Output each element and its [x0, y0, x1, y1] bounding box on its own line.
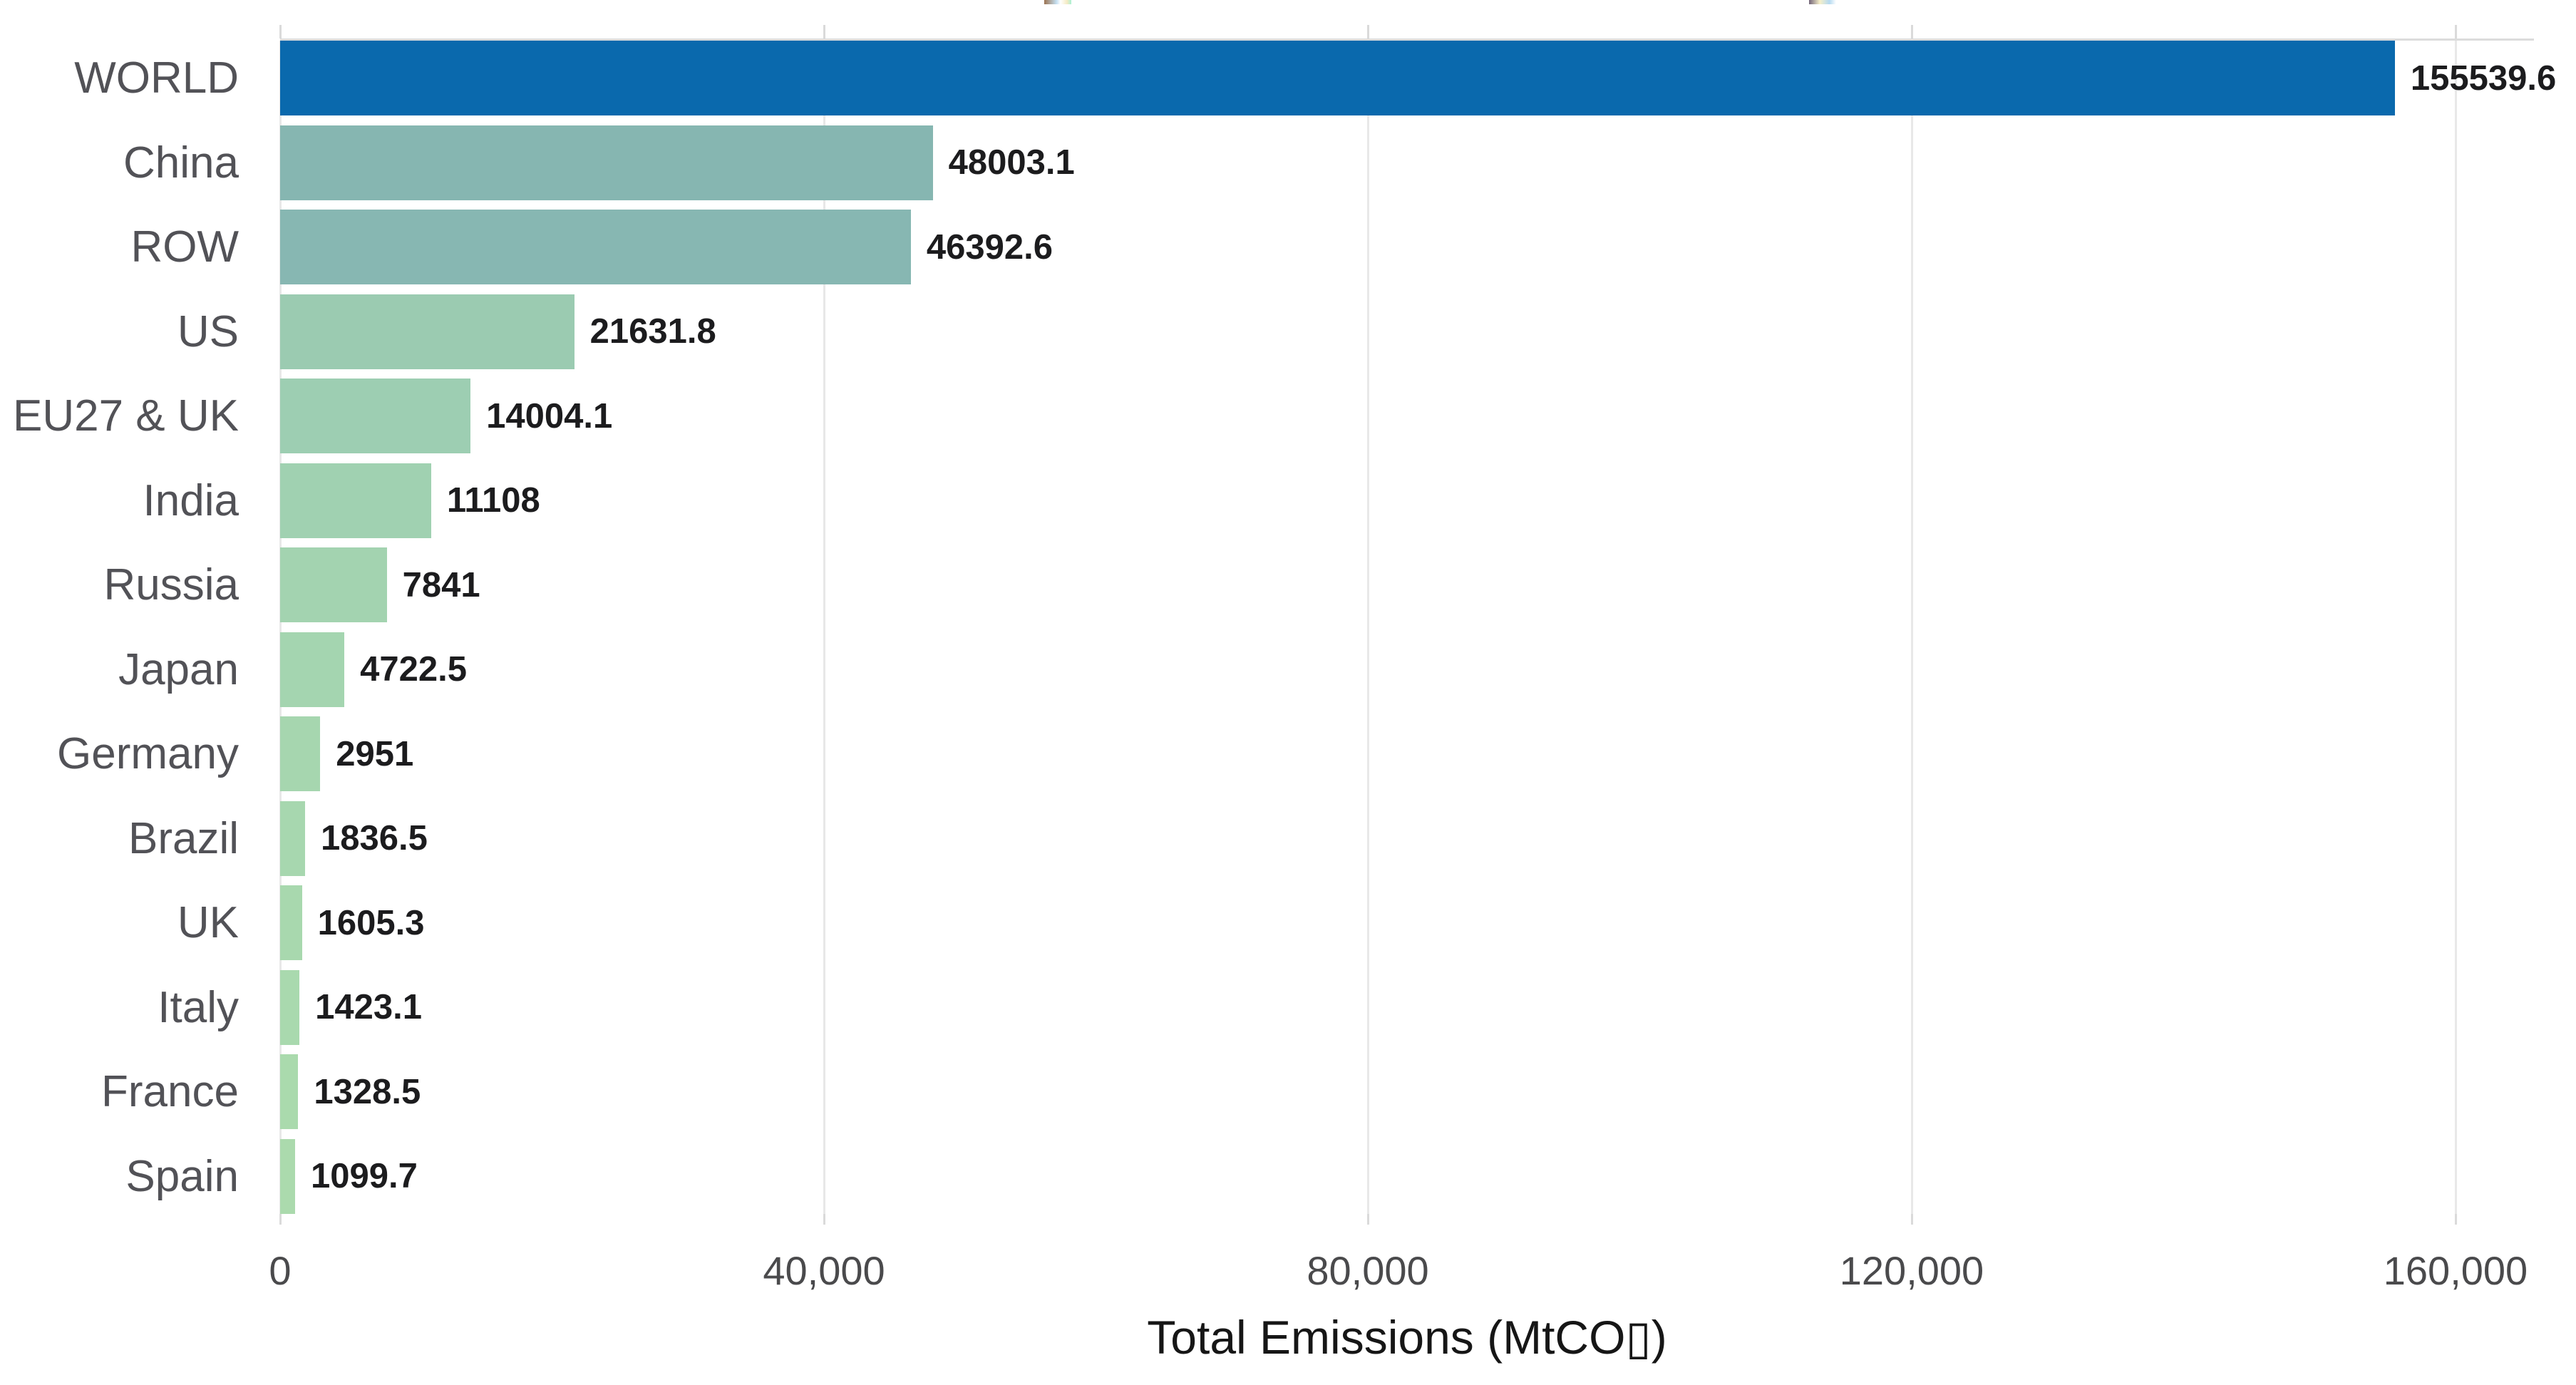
bar-spain: [280, 1138, 295, 1214]
category-label: China: [123, 138, 239, 187]
bar-germany: [280, 716, 321, 791]
clipped-title-fragment: [1044, 0, 1071, 4]
plot-area: 155539.6 48003.1 46392.6 21631.8 14004.1 1110…: [279, 25, 2556, 1225]
bottom-tick-mark: [279, 1214, 282, 1225]
x-tick-label: 80,000: [1307, 1248, 1429, 1293]
top-tick-mark: [823, 25, 825, 38]
top-tick-mark: [1366, 25, 1369, 38]
y-axis-category-labels: WORLD China ROW US EU27 & UK India Russia Japan…: [0, 38, 259, 1214]
category-label: Japan: [118, 644, 239, 694]
category-label: Germany: [57, 729, 239, 778]
bottom-tick-mark: [1910, 1214, 1913, 1225]
bar-italy: [280, 969, 300, 1045]
bar-value-label: 1423.1: [315, 988, 423, 1026]
x-tick-label: 40,000: [763, 1248, 885, 1293]
bar-value-label: 7841: [402, 565, 480, 604]
category-label: ROW: [130, 222, 239, 272]
bar-value-label: 46392.6: [926, 227, 1053, 267]
bar-row: [280, 210, 911, 284]
bar-value-label: 2951: [336, 734, 414, 773]
bar-uk: [280, 885, 302, 960]
bar-value-label: 155539.6: [2410, 58, 2557, 98]
bar-value-label: 1605.3: [317, 903, 425, 942]
bottom-tick-mark: [1366, 1214, 1369, 1225]
category-label: India: [143, 475, 239, 525]
category-label: US: [177, 307, 239, 356]
bar-value-label: 4722.5: [360, 650, 467, 689]
bar-world: [280, 41, 2395, 115]
x-axis-title: Total Emissions (MtCO▯): [1147, 1311, 1667, 1364]
gridline-x-80000: [1366, 41, 1369, 1214]
category-label: WORLD: [74, 53, 239, 103]
bar-value-label: 48003.1: [948, 143, 1075, 182]
category-label: France: [101, 1067, 239, 1116]
x-tick-label: 120,000: [1839, 1248, 1984, 1293]
bar-value-label: 1099.7: [310, 1157, 418, 1195]
top-tick-mark: [2454, 25, 2457, 38]
x-tick-label: 160,000: [2383, 1248, 2528, 1293]
category-label: Brazil: [128, 813, 239, 863]
gridline-x-40000: [823, 41, 825, 1214]
bar-value-label: 21631.8: [589, 312, 716, 351]
bar-france: [280, 1054, 299, 1129]
bar-value-label: 14004.1: [486, 396, 613, 436]
bar-us: [280, 294, 575, 369]
top-tick-mark: [1910, 25, 1913, 38]
category-label: Italy: [158, 982, 239, 1032]
bar-value-label: 11108: [446, 481, 540, 520]
bar-russia: [280, 547, 387, 622]
bar-brazil: [280, 800, 306, 876]
bar-value-label: 1328.5: [314, 1072, 421, 1111]
top-axis-line: [280, 38, 2534, 41]
bottom-tick-mark: [823, 1214, 825, 1225]
x-axis-tick-labels: 0 40,000 80,000 120,000 160,000: [0, 1247, 2576, 1297]
category-label: Spain: [125, 1151, 239, 1201]
category-label: EU27 & UK: [12, 391, 239, 441]
bottom-tick-mark: [2454, 1214, 2457, 1225]
category-label: Russia: [103, 560, 239, 609]
clipped-title-fragment: [1809, 0, 1836, 4]
gridline-x-120000: [1910, 41, 1913, 1214]
category-label: UK: [177, 898, 239, 947]
bar-eu27-uk: [280, 379, 471, 453]
gridline-x-0: [279, 41, 282, 1214]
top-tick-mark: [279, 25, 282, 38]
bar-india: [280, 463, 431, 538]
gridline-x-160000: [2454, 41, 2457, 1214]
bar-value-label: 1836.5: [321, 819, 428, 858]
x-tick-label: 0: [269, 1248, 292, 1293]
bar-japan: [280, 632, 345, 707]
bar-china: [280, 125, 933, 200]
